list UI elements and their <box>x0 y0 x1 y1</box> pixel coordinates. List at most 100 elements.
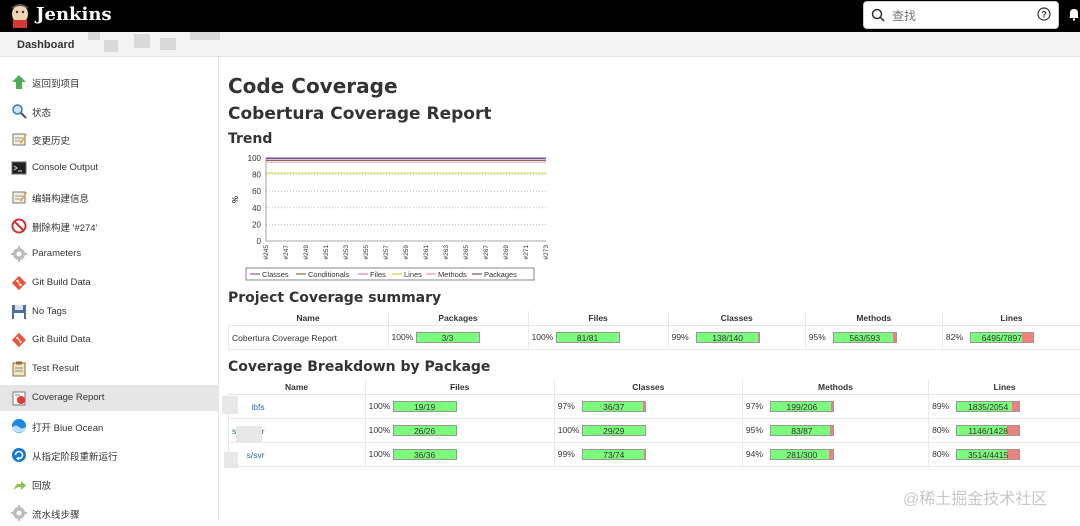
x-tick-label: #273 <box>543 245 548 260</box>
column-header[interactable]: Packages <box>388 311 528 326</box>
no-entry-icon <box>11 218 27 234</box>
sidebar-item[interactable]: 流水线步骤 <box>0 500 218 526</box>
sidebar-item-label: Parameters <box>32 248 81 259</box>
sidebar-item[interactable]: No Tags <box>0 299 218 325</box>
x-tick-label: #271 <box>523 245 530 260</box>
row-name[interactable]: ibfs <box>229 395 366 419</box>
watermark: @稀土掘金技术社区 <box>903 485 1047 509</box>
x-tick-label: #265 <box>463 245 470 260</box>
sidebar-item[interactable]: Test Result <box>0 356 218 382</box>
x-tick-label: #251 <box>323 245 330 260</box>
up-arrow-icon <box>11 74 27 90</box>
sidebar-item[interactable]: 打开 Blue Ocean <box>0 413 218 439</box>
coverage-percent: 100% <box>392 332 416 342</box>
package-link[interactable]: ibfs <box>251 402 264 412</box>
coverage-bar: 138/140 <box>696 332 760 343</box>
redacted-block <box>190 32 220 40</box>
legend-entry: Methods <box>438 270 467 279</box>
column-header[interactable]: Lines <box>942 311 1080 326</box>
sidebar-item-label: 删除构建 '#274' <box>32 220 97 234</box>
sidebar-item-label: Test Result <box>32 363 79 374</box>
column-header[interactable]: Files <box>365 380 554 395</box>
column-header[interactable]: Name <box>229 380 366 395</box>
coverage-percent: 95% <box>746 425 770 435</box>
sidebar-item[interactable]: Git Build Data <box>0 270 218 296</box>
column-header[interactable]: Classes <box>668 311 805 326</box>
coverage-bar: 6495/7897 <box>970 332 1034 343</box>
coverage-ratio: 1835/2054 <box>957 402 1019 412</box>
sidebar-item-label: Git Build Data <box>32 277 91 288</box>
coverage-bar: 29/29 <box>582 425 646 436</box>
x-tick-label: #267 <box>483 245 490 260</box>
coverage-ratio: 26/26 <box>394 426 456 436</box>
coverage-ratio: 29/29 <box>583 426 645 436</box>
coverage-bar: 563/593 <box>833 332 897 343</box>
coverage-ratio: 36/37 <box>583 402 645 412</box>
search-input[interactable] <box>890 6 1034 26</box>
y-tick-label: 20 <box>252 220 261 229</box>
sidebar-item[interactable]: 返回到项目 <box>0 69 218 95</box>
help-icon[interactable]: ? <box>1037 7 1051 21</box>
y-tick-label: 40 <box>252 204 261 213</box>
coverage-percent: 100% <box>558 425 582 435</box>
column-header[interactable]: Files <box>528 311 668 326</box>
coverage-percent: 100% <box>369 425 393 435</box>
search-box[interactable]: ? <box>863 1 1059 29</box>
coverage-percent: 94% <box>746 449 770 459</box>
sidebar-item[interactable]: 编辑构建信息 <box>0 184 218 210</box>
coverage-percent: 97% <box>746 401 770 411</box>
sidebar-item[interactable]: Parameters <box>0 241 218 267</box>
sidebar-item-label: 回放 <box>32 478 51 492</box>
coverage-ratio: 36/36 <box>394 450 456 460</box>
sidebar-item[interactable]: 删除构建 '#274' <box>0 213 218 239</box>
x-tick-label: #253 <box>343 245 350 260</box>
x-tick-label: #247 <box>283 245 290 260</box>
sidebar-item[interactable]: Console Output <box>0 155 218 181</box>
jenkins-logo-icon[interactable] <box>8 3 32 29</box>
sidebar-item-label: Git Build Data <box>32 334 91 345</box>
row-name[interactable]: s/svr <box>229 443 366 467</box>
column-header[interactable]: Methods <box>742 380 928 395</box>
redacted-block <box>236 426 262 442</box>
coverage-percent: 100% <box>369 449 393 459</box>
column-header[interactable]: Methods <box>805 311 942 326</box>
bell-icon[interactable] <box>1068 7 1080 21</box>
column-header[interactable]: Classes <box>554 380 742 395</box>
coverage-percent: 100% <box>369 401 393 411</box>
y-tick-label: 0 <box>257 237 262 246</box>
coverage-bar: 19/19 <box>393 401 457 412</box>
sidebar-item[interactable]: 状态 <box>0 98 218 124</box>
legend-entry: Packages <box>484 270 517 279</box>
sidebar-item[interactable]: 变更历史 <box>0 126 218 152</box>
page-title: Code Coverage <box>228 74 398 98</box>
y-tick-label: 100 <box>248 154 262 163</box>
sidebar-item-label: 返回到项目 <box>32 76 80 90</box>
package-link[interactable]: s/svr <box>247 450 265 460</box>
coverage-ratio: 83/87 <box>771 426 833 436</box>
sidebar-item-label: 打开 Blue Ocean <box>32 420 103 434</box>
legend-entry: Files <box>370 270 386 279</box>
column-header[interactable]: Lines <box>929 380 1080 395</box>
sidebar-item-label: 流水线步骤 <box>32 507 80 521</box>
coverage-ratio: 3514/4415 <box>957 450 1019 460</box>
search-icon <box>871 8 885 22</box>
x-tick-label: #269 <box>503 245 510 260</box>
sidebar-item[interactable]: 从指定阶段重新运行 <box>0 442 218 468</box>
sidebar-item[interactable]: 回放 <box>0 471 218 497</box>
sidebar-item[interactable]: Git Build Data <box>0 327 218 353</box>
column-header[interactable]: Name <box>229 311 389 326</box>
sidebar-item[interactable]: Coverage Report <box>0 385 218 411</box>
row-name: Cobertura Coverage Report <box>229 326 389 350</box>
coverage-percent: 80% <box>932 425 956 435</box>
coverage-percent: 97% <box>558 401 582 411</box>
coverage-ratio: 19/19 <box>394 402 456 412</box>
brand-name[interactable]: Jenkins <box>36 4 112 25</box>
coverage-cell: 82%6495/7897 <box>942 326 1080 350</box>
breakdown-heading: Coverage Breakdown by Package <box>228 359 490 375</box>
coverage-ratio: 281/300 <box>771 450 833 460</box>
coverage-ratio: 1146/1428 <box>957 426 1019 436</box>
breadcrumb-dashboard[interactable]: Dashboard <box>17 39 74 51</box>
